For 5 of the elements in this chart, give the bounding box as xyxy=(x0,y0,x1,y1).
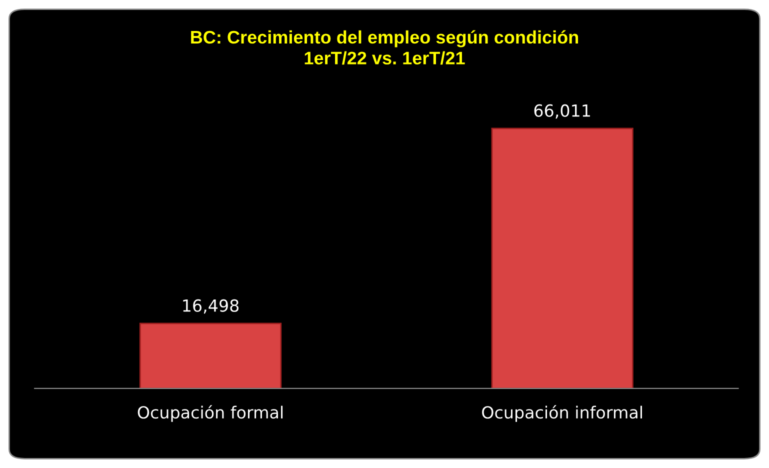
x-tick-label: Ocupación informal xyxy=(482,405,642,422)
data-label: 16,498 xyxy=(183,299,239,314)
x-tick-label: Ocupación formal xyxy=(138,405,283,422)
data-label: 66,011 xyxy=(534,104,590,119)
chart-title: BC: Crecimiento del empleo según condición 1erT/22 vs. 1erT/21 xyxy=(191,30,578,65)
